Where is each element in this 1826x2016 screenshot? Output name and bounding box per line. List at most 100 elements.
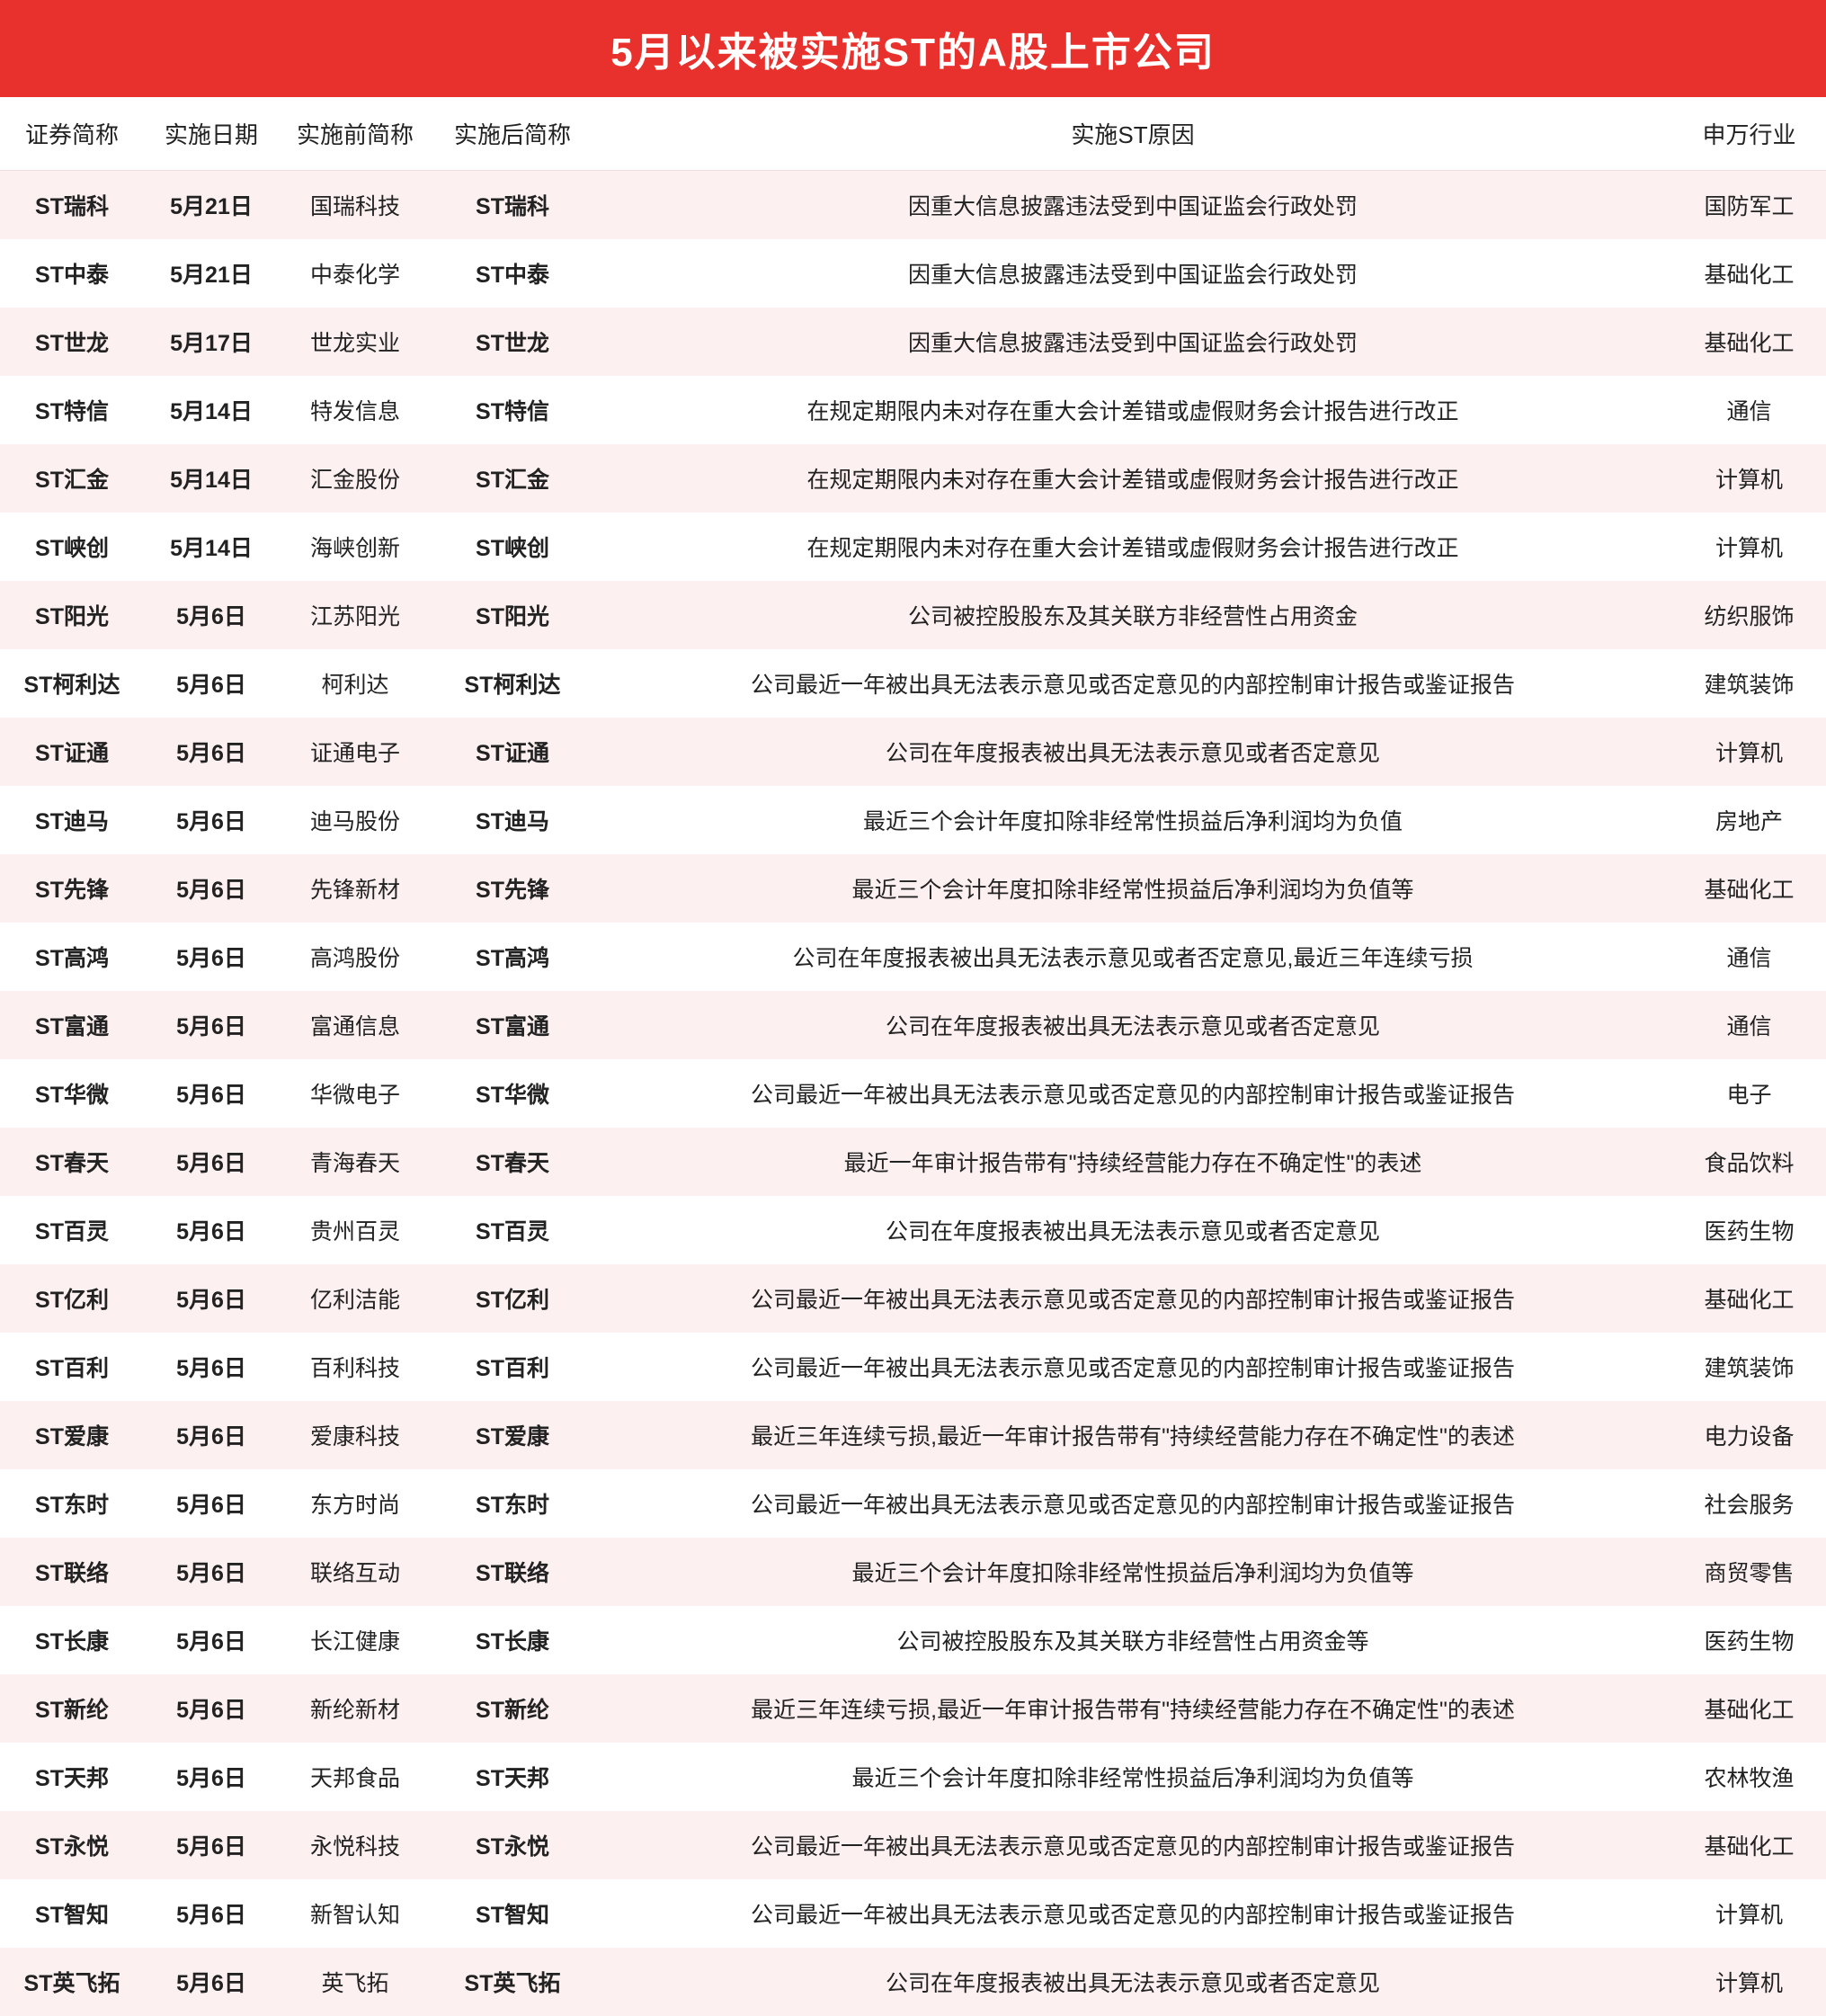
table-row: ST百灵5月6日贵州百灵ST百灵公司在年度报表被出具无法表示意见或者否定意见医药… xyxy=(0,1196,1826,1264)
cell-after-name: ST百利 xyxy=(432,1333,593,1401)
cell-reason: 最近三个会计年度扣除非经常性损益后净利润均为负值 xyxy=(593,786,1672,854)
table-row: ST英飞拓5月6日英飞拓ST英飞拓公司在年度报表被出具无法表示意见或者否定意见计… xyxy=(0,1948,1826,2016)
cell-reason: 公司被控股股东及其关联方非经营性占用资金等 xyxy=(593,1606,1672,1674)
cell-after-name: ST特信 xyxy=(432,376,593,444)
table-row: ST富通5月6日富通信息ST富通公司在年度报表被出具无法表示意见或者否定意见通信 xyxy=(0,991,1826,1059)
cell-impl-date: 5月6日 xyxy=(144,786,279,854)
cell-industry: 农林牧渔 xyxy=(1672,1743,1826,1811)
cell-industry: 国防军工 xyxy=(1672,171,1826,240)
cell-industry: 建筑装饰 xyxy=(1672,1333,1826,1401)
cell-industry: 医药生物 xyxy=(1672,1606,1826,1674)
cell-security-name: ST中泰 xyxy=(0,239,144,308)
cell-after-name: ST英飞拓 xyxy=(432,1948,593,2016)
cell-reason: 最近一年审计报告带有"持续经营能力存在不确定性"的表述 xyxy=(593,1128,1672,1196)
cell-security-name: ST爱康 xyxy=(0,1401,144,1469)
cell-impl-date: 5月6日 xyxy=(144,1469,279,1538)
cell-impl-date: 5月14日 xyxy=(144,444,279,513)
cell-security-name: ST瑞科 xyxy=(0,171,144,240)
cell-before-name: 世龙实业 xyxy=(279,308,432,376)
cell-reason: 在规定期限内未对存在重大会计差错或虚假财务会计报告进行改正 xyxy=(593,376,1672,444)
cell-before-name: 中泰化学 xyxy=(279,239,432,308)
cell-industry: 基础化工 xyxy=(1672,308,1826,376)
cell-after-name: ST亿利 xyxy=(432,1264,593,1333)
cell-after-name: ST春天 xyxy=(432,1128,593,1196)
cell-reason: 公司最近一年被出具无法表示意见或否定意见的内部控制审计报告或鉴证报告 xyxy=(593,1811,1672,1879)
cell-security-name: ST东时 xyxy=(0,1469,144,1538)
cell-impl-date: 5月6日 xyxy=(144,649,279,718)
cell-before-name: 富通信息 xyxy=(279,991,432,1059)
cell-before-name: 贵州百灵 xyxy=(279,1196,432,1264)
cell-impl-date: 5月17日 xyxy=(144,308,279,376)
cell-security-name: ST峡创 xyxy=(0,513,144,581)
cell-security-name: ST高鸿 xyxy=(0,923,144,991)
cell-reason: 最近三个会计年度扣除非经常性损益后净利润均为负值等 xyxy=(593,1538,1672,1606)
cell-after-name: ST长康 xyxy=(432,1606,593,1674)
cell-industry: 通信 xyxy=(1672,923,1826,991)
table-row: ST世龙5月17日世龙实业ST世龙因重大信息披露违法受到中国证监会行政处罚基础化… xyxy=(0,308,1826,376)
cell-impl-date: 5月6日 xyxy=(144,854,279,923)
cell-before-name: 青海春天 xyxy=(279,1128,432,1196)
cell-after-name: ST汇金 xyxy=(432,444,593,513)
cell-impl-date: 5月6日 xyxy=(144,1674,279,1743)
cell-reason: 最近三个会计年度扣除非经常性损益后净利润均为负值等 xyxy=(593,1743,1672,1811)
cell-impl-date: 5月21日 xyxy=(144,239,279,308)
cell-impl-date: 5月14日 xyxy=(144,376,279,444)
cell-industry: 电力设备 xyxy=(1672,1401,1826,1469)
cell-reason: 公司在年度报表被出具无法表示意见或者否定意见 xyxy=(593,991,1672,1059)
table-header-row: 证券简称 实施日期 实施前简称 实施后简称 实施ST原因 申万行业 xyxy=(0,97,1826,171)
cell-after-name: ST东时 xyxy=(432,1469,593,1538)
cell-before-name: 长江健康 xyxy=(279,1606,432,1674)
table-row: ST证通5月6日证通电子ST证通公司在年度报表被出具无法表示意见或者否定意见计算… xyxy=(0,718,1826,786)
cell-security-name: ST智知 xyxy=(0,1879,144,1948)
cell-before-name: 天邦食品 xyxy=(279,1743,432,1811)
table-row: ST天邦5月6日天邦食品ST天邦最近三个会计年度扣除非经常性损益后净利润均为负值… xyxy=(0,1743,1826,1811)
table-row: ST亿利5月6日亿利洁能ST亿利公司最近一年被出具无法表示意见或否定意见的内部控… xyxy=(0,1264,1826,1333)
cell-impl-date: 5月6日 xyxy=(144,1059,279,1128)
cell-before-name: 英飞拓 xyxy=(279,1948,432,2016)
cell-before-name: 迪马股份 xyxy=(279,786,432,854)
cell-impl-date: 5月6日 xyxy=(144,1264,279,1333)
cell-after-name: ST百灵 xyxy=(432,1196,593,1264)
cell-reason: 在规定期限内未对存在重大会计差错或虚假财务会计报告进行改正 xyxy=(593,513,1672,581)
cell-industry: 计算机 xyxy=(1672,1948,1826,2016)
col-header-date: 实施日期 xyxy=(144,97,279,171)
cell-industry: 计算机 xyxy=(1672,513,1826,581)
cell-security-name: ST迪马 xyxy=(0,786,144,854)
cell-before-name: 永悦科技 xyxy=(279,1811,432,1879)
cell-after-name: ST迪马 xyxy=(432,786,593,854)
cell-before-name: 联络互动 xyxy=(279,1538,432,1606)
cell-reason: 公司在年度报表被出具无法表示意见或者否定意见 xyxy=(593,718,1672,786)
cell-impl-date: 5月6日 xyxy=(144,1948,279,2016)
cell-after-name: ST阳光 xyxy=(432,581,593,649)
cell-security-name: ST永悦 xyxy=(0,1811,144,1879)
cell-security-name: ST英飞拓 xyxy=(0,1948,144,2016)
cell-security-name: ST柯利达 xyxy=(0,649,144,718)
cell-after-name: ST智知 xyxy=(432,1879,593,1948)
cell-impl-date: 5月6日 xyxy=(144,1333,279,1401)
cell-impl-date: 5月6日 xyxy=(144,1811,279,1879)
cell-after-name: ST柯利达 xyxy=(432,649,593,718)
table-row: ST瑞科5月21日国瑞科技ST瑞科因重大信息披露违法受到中国证监会行政处罚国防军… xyxy=(0,171,1826,240)
cell-reason: 因重大信息披露违法受到中国证监会行政处罚 xyxy=(593,171,1672,240)
cell-after-name: ST先锋 xyxy=(432,854,593,923)
col-header-industry: 申万行业 xyxy=(1672,97,1826,171)
page-title: 5月以来被实施ST的A股上市公司 xyxy=(0,0,1826,97)
cell-security-name: ST长康 xyxy=(0,1606,144,1674)
cell-security-name: ST先锋 xyxy=(0,854,144,923)
cell-reason: 因重大信息披露违法受到中国证监会行政处罚 xyxy=(593,308,1672,376)
cell-industry: 通信 xyxy=(1672,376,1826,444)
table-row: ST先锋5月6日先锋新材ST先锋最近三个会计年度扣除非经常性损益后净利润均为负值… xyxy=(0,854,1826,923)
cell-impl-date: 5月6日 xyxy=(144,1743,279,1811)
cell-reason: 公司最近一年被出具无法表示意见或否定意见的内部控制审计报告或鉴证报告 xyxy=(593,1059,1672,1128)
cell-after-name: ST永悦 xyxy=(432,1811,593,1879)
cell-before-name: 特发信息 xyxy=(279,376,432,444)
cell-before-name: 华微电子 xyxy=(279,1059,432,1128)
cell-industry: 计算机 xyxy=(1672,718,1826,786)
cell-security-name: ST百利 xyxy=(0,1333,144,1401)
cell-before-name: 江苏阳光 xyxy=(279,581,432,649)
cell-reason: 公司在年度报表被出具无法表示意见或者否定意见,最近三年连续亏损 xyxy=(593,923,1672,991)
cell-security-name: ST百灵 xyxy=(0,1196,144,1264)
cell-reason: 因重大信息披露违法受到中国证监会行政处罚 xyxy=(593,239,1672,308)
cell-reason: 公司在年度报表被出具无法表示意见或者否定意见 xyxy=(593,1948,1672,2016)
cell-industry: 基础化工 xyxy=(1672,1811,1826,1879)
